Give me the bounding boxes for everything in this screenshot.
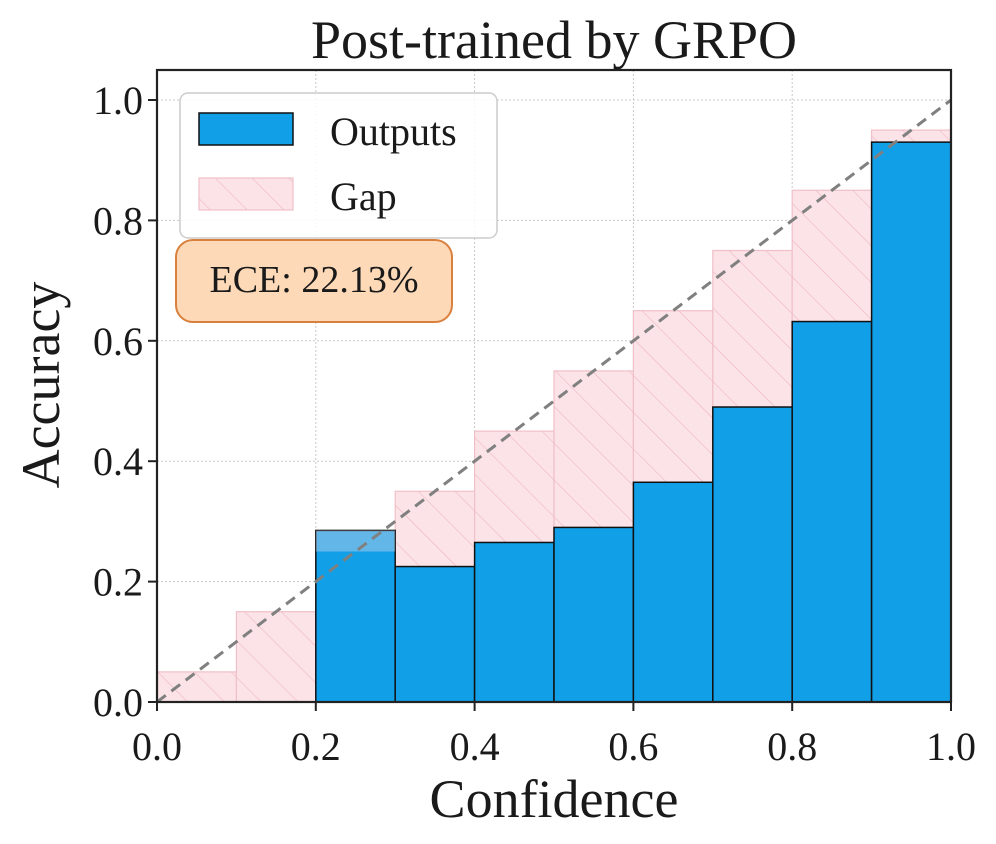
- legend-label-gap: Gap: [330, 174, 397, 219]
- x-axis-ticks: 0.0 0.2 0.4 0.6 0.8 1.0: [132, 702, 976, 769]
- chart-title: Post-trained by GRPO: [311, 10, 797, 70]
- x-tick-label: 0.6: [608, 724, 658, 769]
- gap-overlay: [315, 530, 396, 552]
- y-tick-label: 1.0: [93, 78, 143, 123]
- perfect-calibration-line: [156, 98, 952, 704]
- gap-bar-hatch: [157, 671, 237, 702]
- output-bar: [870, 141, 952, 703]
- y-tick-label: 0.6: [93, 319, 143, 364]
- output-bar: [791, 320, 873, 703]
- x-tick-label: 0.0: [132, 724, 182, 769]
- legend-swatch-gap-hatch: [199, 178, 293, 210]
- x-tick-label: 0.4: [450, 724, 500, 769]
- y-tick-label: 0.0: [93, 680, 143, 725]
- legend: Outputs Gap: [179, 92, 498, 239]
- output-bar: [473, 541, 555, 703]
- legend-label-outputs: Outputs: [330, 109, 457, 154]
- x-tick-label: 0.8: [767, 724, 817, 769]
- x-axis-label: Confidence: [430, 769, 679, 829]
- y-axis-label: Accuracy: [11, 282, 71, 489]
- output-bar: [315, 529, 396, 703]
- plot-frame: [155, 68, 953, 704]
- output-bar: [553, 526, 635, 703]
- legend-swatch-outputs: [198, 112, 294, 146]
- output-bars: [315, 141, 952, 703]
- x-tick-label: 0.2: [291, 724, 341, 769]
- y-axis-ticks: 0.0 0.2 0.4 0.6 0.8 1.0: [93, 78, 157, 725]
- output-bar: [632, 481, 714, 703]
- output-bar: [712, 406, 793, 703]
- ece-box: [175, 239, 453, 323]
- output-bar: [394, 565, 476, 703]
- y-tick-label: 0.8: [93, 198, 143, 243]
- y-tick-label: 0.4: [93, 439, 143, 484]
- ece-text: ECE: 22.13%: [210, 259, 419, 301]
- x-tick-label: 1.0: [926, 724, 976, 769]
- gap-bar-hatch: [236, 611, 316, 702]
- y-tick-label: 0.2: [93, 560, 143, 605]
- ece-annotation: ECE: 22.13%: [175, 239, 453, 323]
